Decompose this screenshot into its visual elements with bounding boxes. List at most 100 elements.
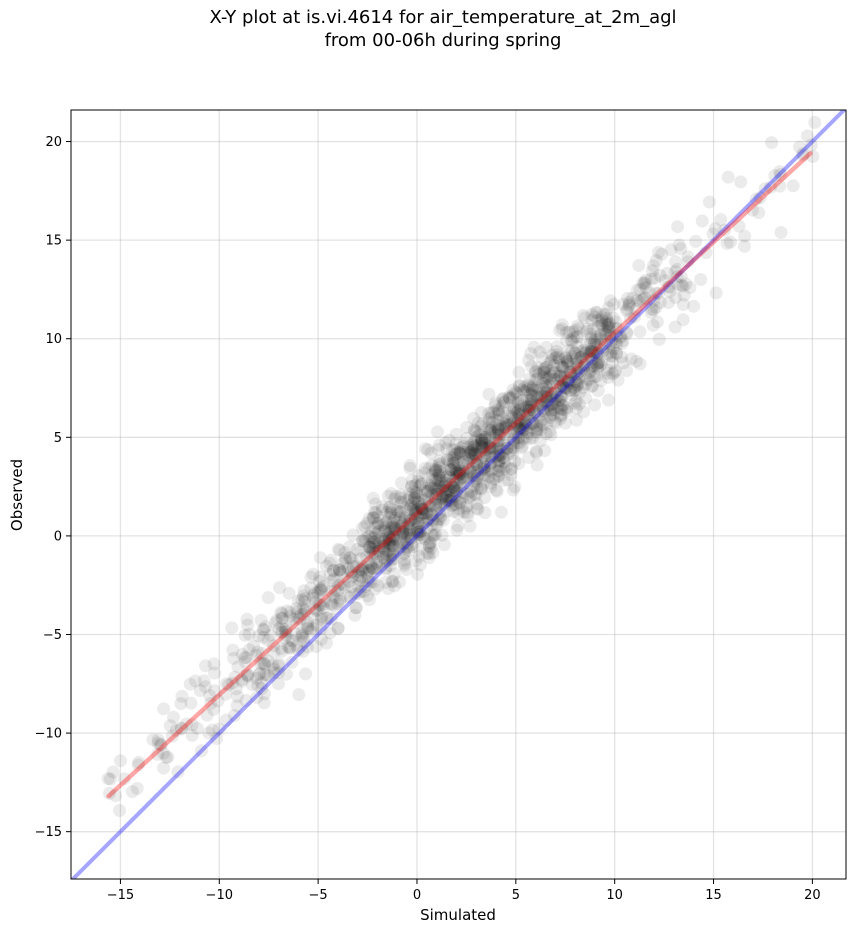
scatter-point	[413, 528, 427, 542]
scatter-point	[501, 473, 515, 487]
scatter-point	[549, 386, 563, 400]
scatter-point	[632, 259, 646, 272]
scatter-point	[344, 566, 358, 580]
scatter-point	[175, 689, 189, 703]
scatter-point	[527, 340, 541, 354]
scatter-point	[344, 580, 358, 594]
scatter-point	[430, 516, 444, 530]
scatter-point	[547, 366, 561, 380]
scatter-point	[553, 370, 567, 383]
scatter-point	[568, 374, 582, 388]
scatter-point	[279, 622, 293, 636]
scatter-point	[438, 490, 452, 503]
scatter-point	[595, 311, 609, 325]
scatter-point	[360, 516, 374, 530]
scatter-point	[420, 521, 434, 535]
scatter-point	[406, 503, 420, 517]
scatter-point	[470, 457, 483, 471]
scatter-point	[539, 391, 553, 405]
scatter-point	[520, 430, 534, 444]
scatter-point	[544, 408, 558, 422]
scatter-point	[578, 358, 591, 372]
scatter-point	[404, 513, 418, 527]
scatter-point	[411, 516, 425, 530]
scatter-point	[570, 367, 584, 381]
scatter-point	[425, 474, 439, 487]
scatter-point	[584, 344, 598, 358]
scatter-point	[403, 502, 417, 516]
scatter-point	[377, 524, 391, 538]
scatter-point	[473, 445, 487, 459]
scatter-point	[482, 387, 496, 401]
scatter-point	[497, 443, 511, 457]
scatter-point	[432, 484, 446, 498]
scatter-point	[325, 574, 339, 588]
scatter-point	[525, 383, 539, 397]
scatter-point	[290, 605, 304, 619]
scatter-point	[467, 454, 481, 468]
scatter-point	[235, 647, 249, 661]
scatter-point	[601, 366, 615, 380]
scatter-point	[371, 533, 385, 547]
scatter-point	[331, 578, 345, 592]
scatter-point	[622, 295, 636, 309]
scatter-point	[313, 551, 327, 565]
scatter-point	[429, 499, 443, 512]
scatter-point	[578, 369, 592, 383]
scatter-point	[488, 425, 502, 439]
scatter-point	[601, 318, 615, 332]
scatter-point	[425, 508, 439, 522]
scatter-point	[569, 384, 583, 397]
scatter-point	[622, 299, 636, 313]
scatter-point	[556, 378, 570, 392]
scatter-point	[536, 396, 550, 410]
scatter-point	[485, 426, 499, 440]
scatter-point	[397, 501, 411, 514]
scatter-point	[681, 255, 695, 269]
scatter-point	[452, 446, 466, 460]
scatter-point	[385, 574, 399, 588]
scatter-point	[570, 330, 584, 344]
scatter-point	[523, 372, 537, 386]
scatter-point	[604, 294, 617, 308]
scatter-point	[255, 676, 269, 690]
scatter-point	[231, 660, 245, 674]
scatter-point	[543, 410, 557, 424]
scatter-point	[274, 642, 288, 656]
scatter-point	[388, 521, 402, 535]
scatter-point	[614, 329, 628, 343]
scatter-point	[466, 438, 480, 452]
scatter-point	[402, 514, 416, 528]
scatter-point	[503, 392, 516, 405]
scatter-point	[676, 313, 690, 327]
scatter-point	[628, 310, 641, 324]
scatter-point	[459, 501, 473, 515]
scatter-point	[261, 654, 275, 668]
scatter-point	[272, 657, 286, 671]
scatter-point	[603, 324, 616, 338]
scatter-point	[414, 500, 428, 514]
scatter-point	[538, 385, 552, 399]
scatter-point	[544, 390, 558, 404]
scatter-point	[362, 529, 376, 543]
scatter-point	[428, 463, 442, 477]
scatter-point	[569, 375, 583, 389]
scatter-point	[411, 475, 425, 488]
scatter-point	[633, 357, 647, 371]
scatter-point	[600, 313, 614, 327]
scatter-point	[613, 330, 627, 344]
scatter-point	[516, 383, 530, 397]
scatter-point	[301, 615, 315, 629]
scatter-point	[350, 542, 364, 556]
scatter-point	[452, 507, 465, 521]
scatter-point	[320, 611, 334, 625]
scatter-point	[450, 493, 464, 507]
scatter-point	[655, 247, 669, 261]
scatter-point	[490, 484, 504, 498]
scatter-point	[453, 467, 467, 480]
scatter-point	[402, 486, 416, 500]
scatter-point	[352, 586, 366, 600]
scatter-point	[526, 403, 540, 417]
scatter-point	[494, 442, 508, 456]
scatter-point	[340, 589, 354, 603]
